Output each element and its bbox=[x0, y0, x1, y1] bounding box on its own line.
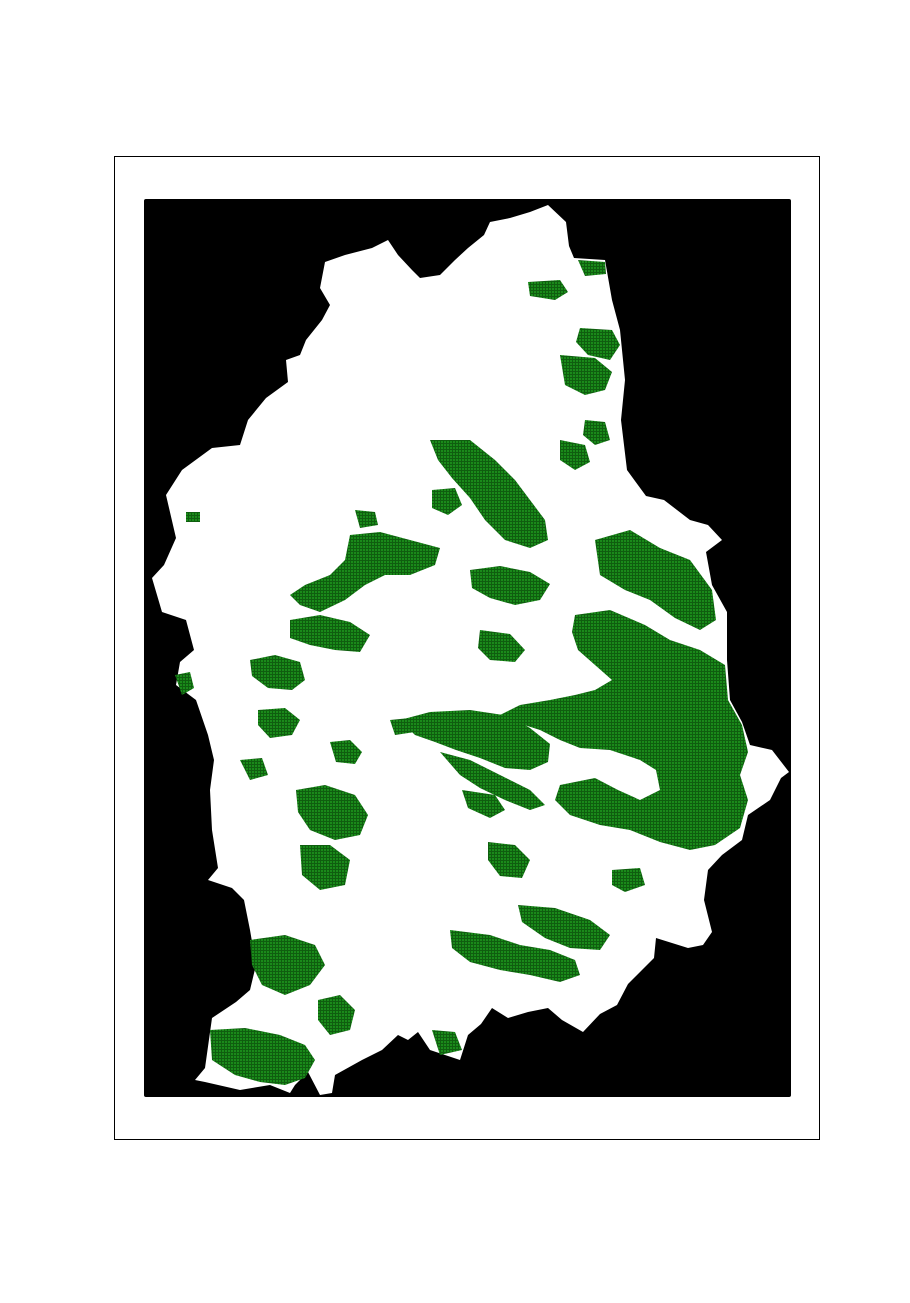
cover-north-upper bbox=[528, 280, 568, 300]
cover-central-blob bbox=[488, 842, 530, 878]
cover-east-strip bbox=[595, 530, 716, 630]
cover-north-west-a bbox=[290, 532, 440, 612]
cover-mid-cluster bbox=[478, 630, 525, 662]
cover-mid-right bbox=[470, 566, 550, 605]
cover-west-small bbox=[186, 512, 200, 522]
cover-south-lower bbox=[432, 1030, 462, 1055]
cover-upper-mid bbox=[432, 488, 462, 515]
cover-band-south bbox=[440, 752, 545, 810]
cover-central-band bbox=[400, 710, 550, 770]
map-canvas bbox=[144, 199, 791, 1097]
cover-left-mid-c bbox=[330, 740, 362, 764]
cover-south-mid bbox=[318, 995, 355, 1035]
cover-east-mid bbox=[612, 868, 645, 892]
cover-center-dots bbox=[462, 790, 505, 818]
cover-left-mid-b bbox=[258, 708, 300, 738]
forest-cover bbox=[175, 260, 748, 1085]
cover-east-large bbox=[500, 610, 748, 850]
cover-north-right-d bbox=[560, 440, 590, 470]
cover-south-east bbox=[518, 905, 610, 950]
cover-upper-mid-b bbox=[355, 510, 378, 528]
cover-center-left bbox=[390, 718, 415, 735]
cover-north-right-b bbox=[560, 355, 612, 395]
cover-north-west-b bbox=[290, 615, 370, 652]
cover-south-west-c bbox=[250, 935, 325, 995]
cover-north-central bbox=[430, 440, 548, 548]
cover-south-tip bbox=[210, 1028, 315, 1085]
cover-left-mid bbox=[250, 655, 305, 690]
cover-west-edge bbox=[175, 672, 194, 695]
cover-south-west-a bbox=[296, 785, 368, 840]
cover-left-lower bbox=[240, 758, 268, 780]
cover-south-west-b bbox=[300, 845, 350, 890]
cover-north-top-right bbox=[576, 328, 620, 360]
cover-south-central bbox=[450, 930, 580, 982]
cover-north-top bbox=[578, 260, 606, 276]
cover-north-right-c bbox=[583, 420, 610, 445]
